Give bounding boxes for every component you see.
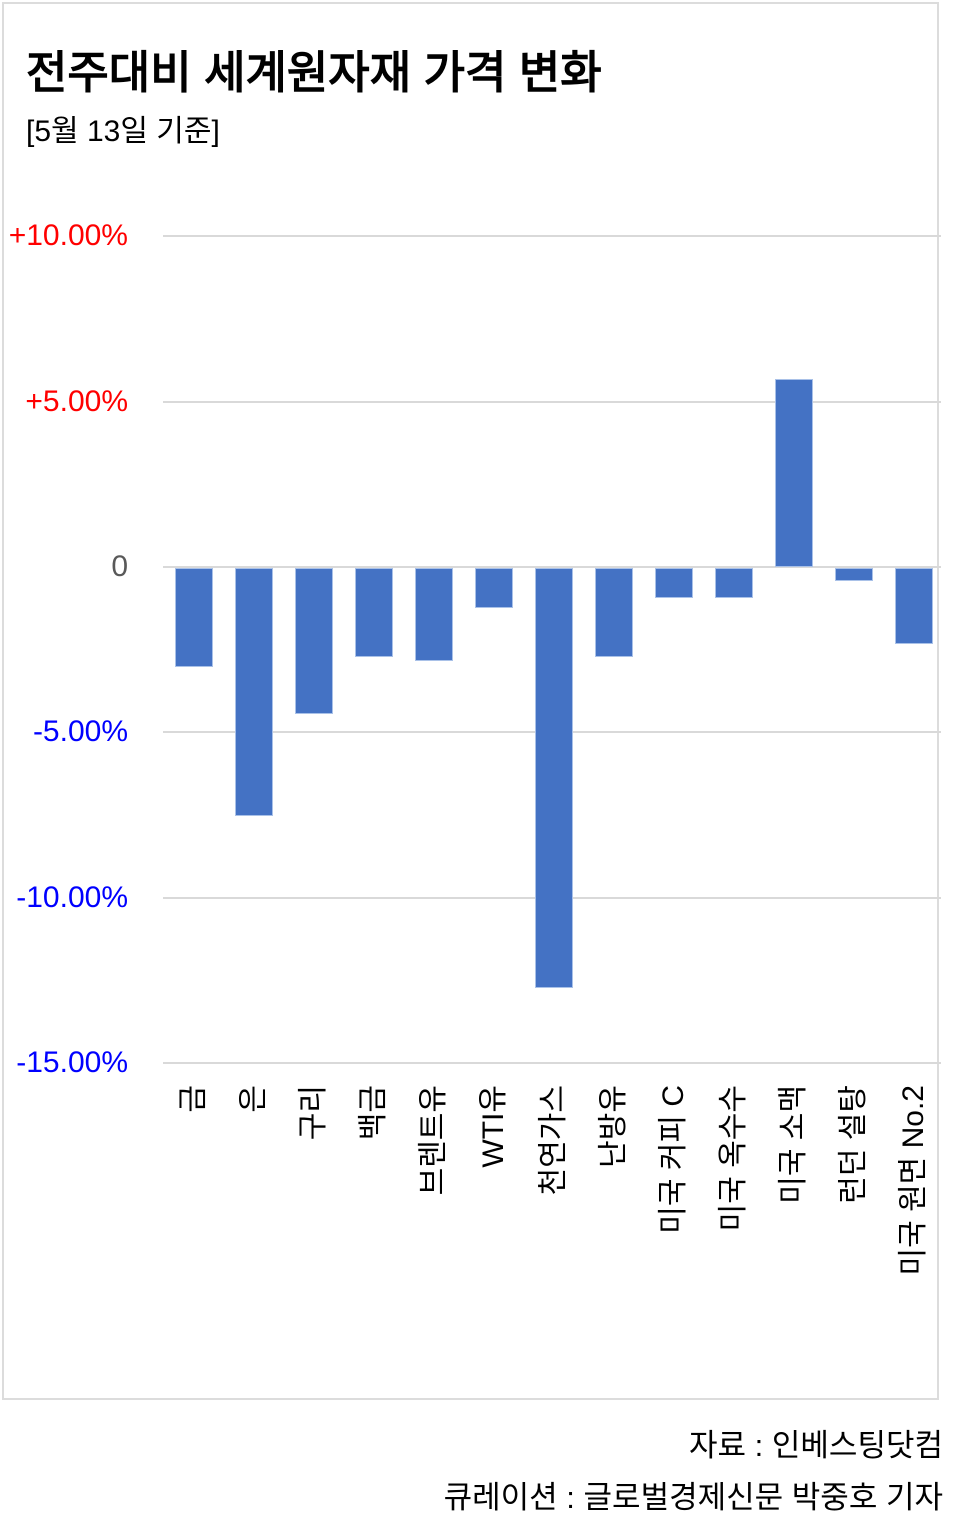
y-axis-tick-label: -10.00% xyxy=(16,880,128,914)
x-axis-label: 천연가스 xyxy=(537,1085,570,1196)
x-axis-label: 난방유 xyxy=(597,1085,630,1168)
x-axis-label: WTI유 xyxy=(477,1085,510,1168)
bar-미국 옥수수 xyxy=(715,568,753,598)
footer-source: 자료 : 인베스팅닷컴 xyxy=(689,1428,943,1463)
bar-구리 xyxy=(295,568,333,714)
x-axis-label: 미국 커피 C xyxy=(657,1085,690,1234)
x-axis-label: 미국 원면 No.2 xyxy=(897,1085,930,1276)
bar-미국 커피 C xyxy=(655,568,693,598)
x-axis-label: 런던 설탕 xyxy=(837,1085,870,1204)
gridline-0 xyxy=(163,566,941,568)
x-axis-label: 백금 xyxy=(357,1085,390,1141)
x-axis-label: 미국 소맥 xyxy=(777,1085,810,1204)
bar-천연가스 xyxy=(535,568,573,988)
footer: 자료 : 인베스팅닷컴 큐레이션 : 글로벌경제신문 박중호 기자 xyxy=(444,1420,943,1524)
bar-난방유 xyxy=(595,568,633,658)
bar-금 xyxy=(175,568,213,668)
x-axis-label: 미국 옥수수 xyxy=(717,1085,750,1232)
bar-미국 원면 No.2 xyxy=(895,568,933,645)
chart-title: 전주대비 세계원자재 가격 변화 xyxy=(26,47,602,98)
chart-subtitle: [5월 13일 기준] xyxy=(26,115,220,148)
bar-미국 소맥 xyxy=(775,378,813,567)
y-axis-tick-label: +10.00% xyxy=(8,219,128,253)
x-axis-label: 금 xyxy=(177,1085,210,1113)
gridline-5 xyxy=(163,400,941,403)
gridline-10 xyxy=(163,235,941,238)
bar-은 xyxy=(235,568,273,817)
x-axis-label: 브렌트유 xyxy=(417,1085,450,1196)
bar-백금 xyxy=(355,568,393,658)
y-axis-tick-label: 0 xyxy=(111,550,128,583)
y-axis-tick-label: +5.00% xyxy=(25,384,128,418)
footer-curation: 큐레이션 : 글로벌경제신문 박중호 기자 xyxy=(443,1480,943,1515)
y-axis-tick-label: -15.00% xyxy=(16,1046,128,1080)
x-axis-label: 구리 xyxy=(297,1085,330,1141)
bar-런던 설탕 xyxy=(835,568,873,582)
x-axis-label: 은 xyxy=(237,1085,270,1113)
bar-WTI유 xyxy=(475,568,513,608)
gridline--15 xyxy=(163,1062,941,1065)
y-axis-tick-label: -5.00% xyxy=(32,715,128,749)
bar-브렌트유 xyxy=(415,568,453,661)
chart-frame xyxy=(2,2,939,1400)
